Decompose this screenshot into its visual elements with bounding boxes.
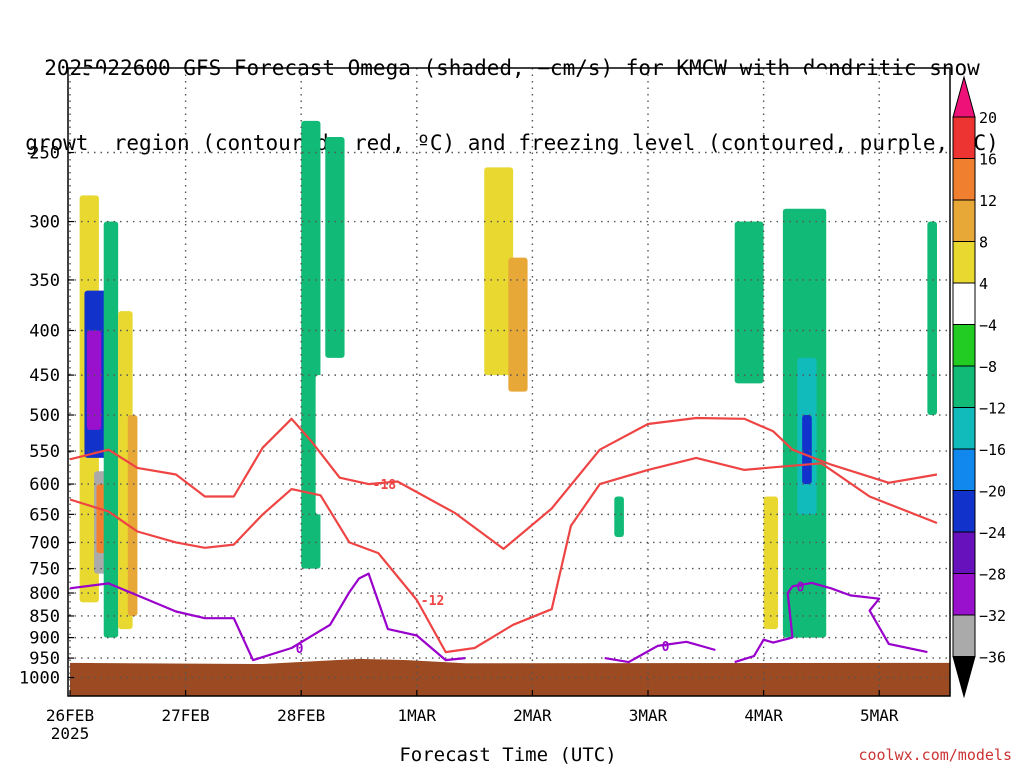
colorbar-swatch <box>952 241 976 284</box>
y-tick-label: 250 <box>29 144 60 164</box>
freezing-level-contour <box>69 572 466 662</box>
omega-shaded-region <box>86 330 102 430</box>
x-tick-label: 5MAR <box>860 706 899 725</box>
colorbar-top-arrow <box>952 75 976 118</box>
omega-shaded-region <box>315 375 331 515</box>
x-tick-label: 26FEB <box>46 706 94 725</box>
colorbar-label: −12 <box>979 400 1006 418</box>
omega-shaded-region <box>542 167 552 349</box>
y-tick-label: 500 <box>29 406 60 426</box>
colorbar-swatch <box>952 199 976 242</box>
colorbar-swatch <box>952 573 976 616</box>
omega-shaded-region <box>277 399 292 554</box>
y-tick-label: 550 <box>29 442 60 462</box>
contour-label: 0 <box>296 642 304 657</box>
contour-layer: -18 -12 0 0 0 <box>69 416 938 664</box>
x-tick-label: 4MAR <box>744 706 783 725</box>
colorbar-label: −20 <box>979 483 1006 501</box>
freezing-level-contour <box>604 640 716 664</box>
colorbar-label: −28 <box>979 566 1006 584</box>
colorbar-label: 20 <box>979 109 997 127</box>
omega-shaded-region <box>802 415 812 485</box>
colorbar-swatch <box>952 490 976 533</box>
colorbar-label: 16 <box>979 151 997 169</box>
colorbar-label: −32 <box>979 607 1006 625</box>
y-tick-label: 350 <box>29 271 60 291</box>
dgz-contour <box>69 416 938 550</box>
site-credit: coolwx.com/models <box>858 746 1012 764</box>
contour-label: -18 <box>373 478 397 493</box>
x-tick-year: 2025 <box>51 724 90 743</box>
colorbar-swatch <box>952 407 976 450</box>
colorbar-label: 8 <box>979 234 988 252</box>
colorbar-label: −4 <box>979 317 997 335</box>
omega-shaded-region <box>127 415 138 616</box>
x-tick-label: 3MAR <box>629 706 668 725</box>
y-tick-label: 850 <box>29 607 60 627</box>
colorbar-label: 4 <box>979 275 988 293</box>
y-tick-label: 400 <box>29 322 60 342</box>
y-tick-label: 750 <box>29 560 60 580</box>
colorbar-swatch <box>952 282 976 325</box>
contour-label: 0 <box>662 640 670 655</box>
omega-shaded-region <box>349 257 369 543</box>
y-tick-label: 900 <box>29 629 60 649</box>
plot-frame <box>67 67 951 697</box>
x-tick-label: 2MAR <box>513 706 552 725</box>
contour-label: -12 <box>421 594 444 609</box>
colorbar-label: −24 <box>979 524 1006 542</box>
colorbar-label: −16 <box>979 441 1006 459</box>
x-tick-label: 27FEB <box>162 706 210 725</box>
y-tick-label: 450 <box>29 366 60 386</box>
omega-shaded-region <box>103 221 119 638</box>
colorbar-swatch <box>952 116 976 159</box>
y-tick-label: 950 <box>29 649 60 669</box>
omega-shaded-region <box>484 167 514 376</box>
contour-label: 0 <box>797 580 805 595</box>
omega-shaded-region <box>89 68 104 196</box>
omega-shaded-region <box>325 137 345 358</box>
y-tick-label: 650 <box>29 505 60 525</box>
omega-shaded-region <box>806 68 827 138</box>
dgz-contour <box>69 456 938 654</box>
omega-shaded-region <box>734 221 764 384</box>
omega-shaded-region <box>301 120 321 569</box>
colorbar-swatch <box>952 531 976 574</box>
y-tick-label: 1000 <box>19 669 60 689</box>
omega-shaded-region <box>508 257 528 392</box>
grid-layer <box>68 68 950 696</box>
y-tick-label: 700 <box>29 533 60 553</box>
colorbar: 20 16 12 8 4 −4 −8 −12 −16 −20 −24 −28 −32 −36 <box>952 75 1006 699</box>
colorbar-swatch <box>952 158 976 201</box>
y-tick-label: 600 <box>29 475 60 495</box>
omega-shading-layer <box>79 68 938 638</box>
axes-layer: 2503003504004505005506006507007508008509… <box>19 67 951 743</box>
x-axis-title: Forecast Time (UTC) <box>399 744 617 766</box>
colorbar-swatch <box>952 324 976 367</box>
colorbar-label: −36 <box>979 649 1006 667</box>
x-tick-label: 28FEB <box>277 706 325 725</box>
colorbar-label: −8 <box>979 358 997 376</box>
colorbar-label: 12 <box>979 192 997 210</box>
colorbar-swatch <box>952 365 976 408</box>
x-tick-label: 1MAR <box>398 706 437 725</box>
omega-shaded-region <box>614 496 624 537</box>
omega-shaded-region <box>927 221 938 416</box>
colorbar-swatch <box>952 448 976 491</box>
colorbar-swatch <box>952 614 976 657</box>
omega-shaded-region <box>763 496 779 630</box>
freezing-level-contour <box>734 581 928 664</box>
y-tick-label: 800 <box>29 584 60 604</box>
y-tick-label: 300 <box>29 213 60 233</box>
colorbar-bottom-arrow <box>952 656 976 699</box>
